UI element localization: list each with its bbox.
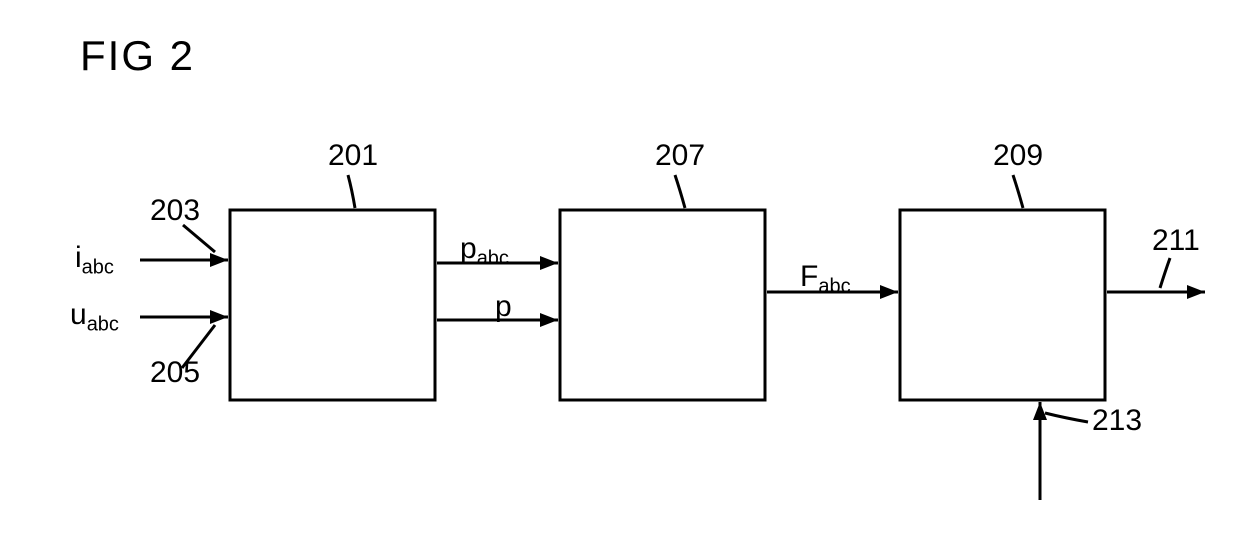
label-i-abc: iabc	[75, 241, 114, 279]
ref-213: 213	[1092, 404, 1142, 437]
leader-203	[183, 225, 215, 252]
leader-213	[1045, 413, 1088, 422]
ref-203: 203	[150, 194, 200, 227]
leader-211	[1160, 258, 1170, 288]
label-u-abc: uabc	[70, 298, 119, 336]
block-diagram: FIG 2 201 207 209 iabc uabc pabc p Fabc 203 205 211…	[70, 32, 1205, 500]
ref-209: 209	[993, 139, 1043, 172]
leader-207	[675, 175, 685, 208]
label-p-abc: pabc	[460, 232, 509, 270]
leader-209	[1013, 175, 1023, 208]
block-b201	[230, 210, 435, 400]
ref-207: 207	[655, 139, 705, 172]
ref-211: 211	[1152, 224, 1200, 257]
leader-201	[348, 175, 355, 208]
ref-205: 205	[150, 356, 200, 389]
label-p: p	[495, 290, 512, 323]
block-b207	[560, 210, 765, 400]
ref-201: 201	[328, 139, 378, 172]
figure-label: FIG 2	[80, 32, 195, 79]
label-F-abc: Fabc	[800, 260, 851, 298]
block-b209	[900, 210, 1105, 400]
